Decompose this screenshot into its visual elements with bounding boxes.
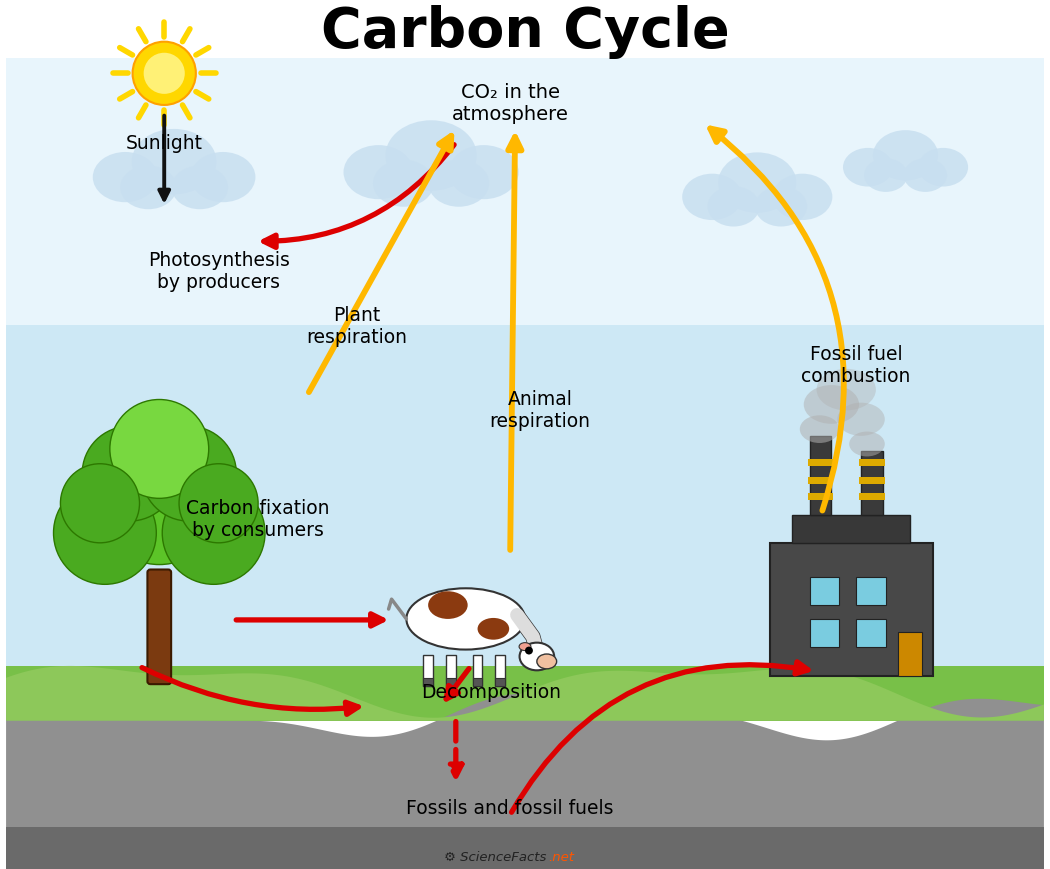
Bar <box>6 827 1044 869</box>
Ellipse shape <box>755 187 807 228</box>
Text: Decomposition: Decomposition <box>421 682 561 700</box>
Ellipse shape <box>385 121 477 191</box>
Ellipse shape <box>800 416 839 443</box>
Ellipse shape <box>904 159 947 193</box>
Bar <box>496 654 505 687</box>
Bar <box>6 158 1044 701</box>
Polygon shape <box>6 667 1044 721</box>
Ellipse shape <box>519 643 531 651</box>
Ellipse shape <box>849 432 885 457</box>
Text: CO₂ in the
atmosphere: CO₂ in the atmosphere <box>452 83 569 124</box>
Ellipse shape <box>537 654 556 669</box>
Ellipse shape <box>190 153 255 203</box>
Bar <box>807 494 834 501</box>
Bar <box>859 460 885 466</box>
Ellipse shape <box>92 153 158 203</box>
Ellipse shape <box>873 131 938 182</box>
Ellipse shape <box>520 643 554 671</box>
Bar <box>423 654 433 687</box>
Bar <box>472 654 483 687</box>
Bar <box>898 632 922 676</box>
Ellipse shape <box>837 403 885 436</box>
Ellipse shape <box>428 161 489 208</box>
FancyBboxPatch shape <box>147 570 171 685</box>
Bar <box>496 679 505 687</box>
Circle shape <box>98 442 220 565</box>
Bar <box>446 679 456 687</box>
Polygon shape <box>6 691 1044 869</box>
Bar <box>807 460 834 466</box>
Circle shape <box>142 427 236 521</box>
Ellipse shape <box>803 386 859 424</box>
Circle shape <box>180 464 258 543</box>
Bar <box>792 515 910 543</box>
Ellipse shape <box>448 146 519 200</box>
Circle shape <box>132 43 196 106</box>
Ellipse shape <box>406 588 525 650</box>
Ellipse shape <box>773 175 833 221</box>
Bar <box>423 679 433 687</box>
Ellipse shape <box>718 153 796 214</box>
Circle shape <box>54 482 156 585</box>
Ellipse shape <box>843 149 892 188</box>
Bar <box>6 59 1044 326</box>
Text: Carbon Cycle: Carbon Cycle <box>320 5 730 59</box>
Ellipse shape <box>428 592 467 620</box>
Text: Photosynthesis
by producers: Photosynthesis by producers <box>148 251 290 292</box>
Bar <box>446 654 456 687</box>
Bar <box>859 477 885 484</box>
Bar <box>810 436 832 515</box>
Ellipse shape <box>120 166 176 210</box>
Bar <box>856 620 886 647</box>
Circle shape <box>163 482 265 585</box>
Text: Sunlight: Sunlight <box>126 134 203 153</box>
Text: .net: .net <box>548 850 574 863</box>
Bar <box>810 578 839 606</box>
Circle shape <box>110 400 209 499</box>
Bar <box>810 620 839 647</box>
Bar <box>861 451 883 515</box>
Ellipse shape <box>343 146 414 200</box>
Text: ⚙ ScienceFacts: ⚙ ScienceFacts <box>444 850 547 863</box>
Bar <box>856 578 886 606</box>
Ellipse shape <box>478 618 509 640</box>
Ellipse shape <box>708 187 759 228</box>
Text: Fossils and fossil fuels: Fossils and fossil fuels <box>406 799 614 817</box>
Text: Carbon fixation
by consumers: Carbon fixation by consumers <box>186 498 330 539</box>
Circle shape <box>144 54 185 95</box>
Bar <box>807 477 834 484</box>
Text: Animal
respiration: Animal respiration <box>489 389 590 430</box>
Ellipse shape <box>918 149 968 188</box>
Ellipse shape <box>373 161 434 208</box>
Bar <box>6 667 1044 721</box>
Bar <box>770 543 932 676</box>
Ellipse shape <box>864 159 907 193</box>
Text: Fossil fuel
combustion: Fossil fuel combustion <box>801 345 910 386</box>
Circle shape <box>525 647 533 654</box>
Ellipse shape <box>682 175 742 221</box>
Text: Plant
respiration: Plant respiration <box>307 306 407 347</box>
Bar <box>472 679 483 687</box>
Ellipse shape <box>171 166 228 210</box>
Ellipse shape <box>131 129 216 196</box>
Circle shape <box>82 427 177 521</box>
Bar <box>859 494 885 501</box>
Ellipse shape <box>817 369 876 411</box>
Circle shape <box>61 464 140 543</box>
